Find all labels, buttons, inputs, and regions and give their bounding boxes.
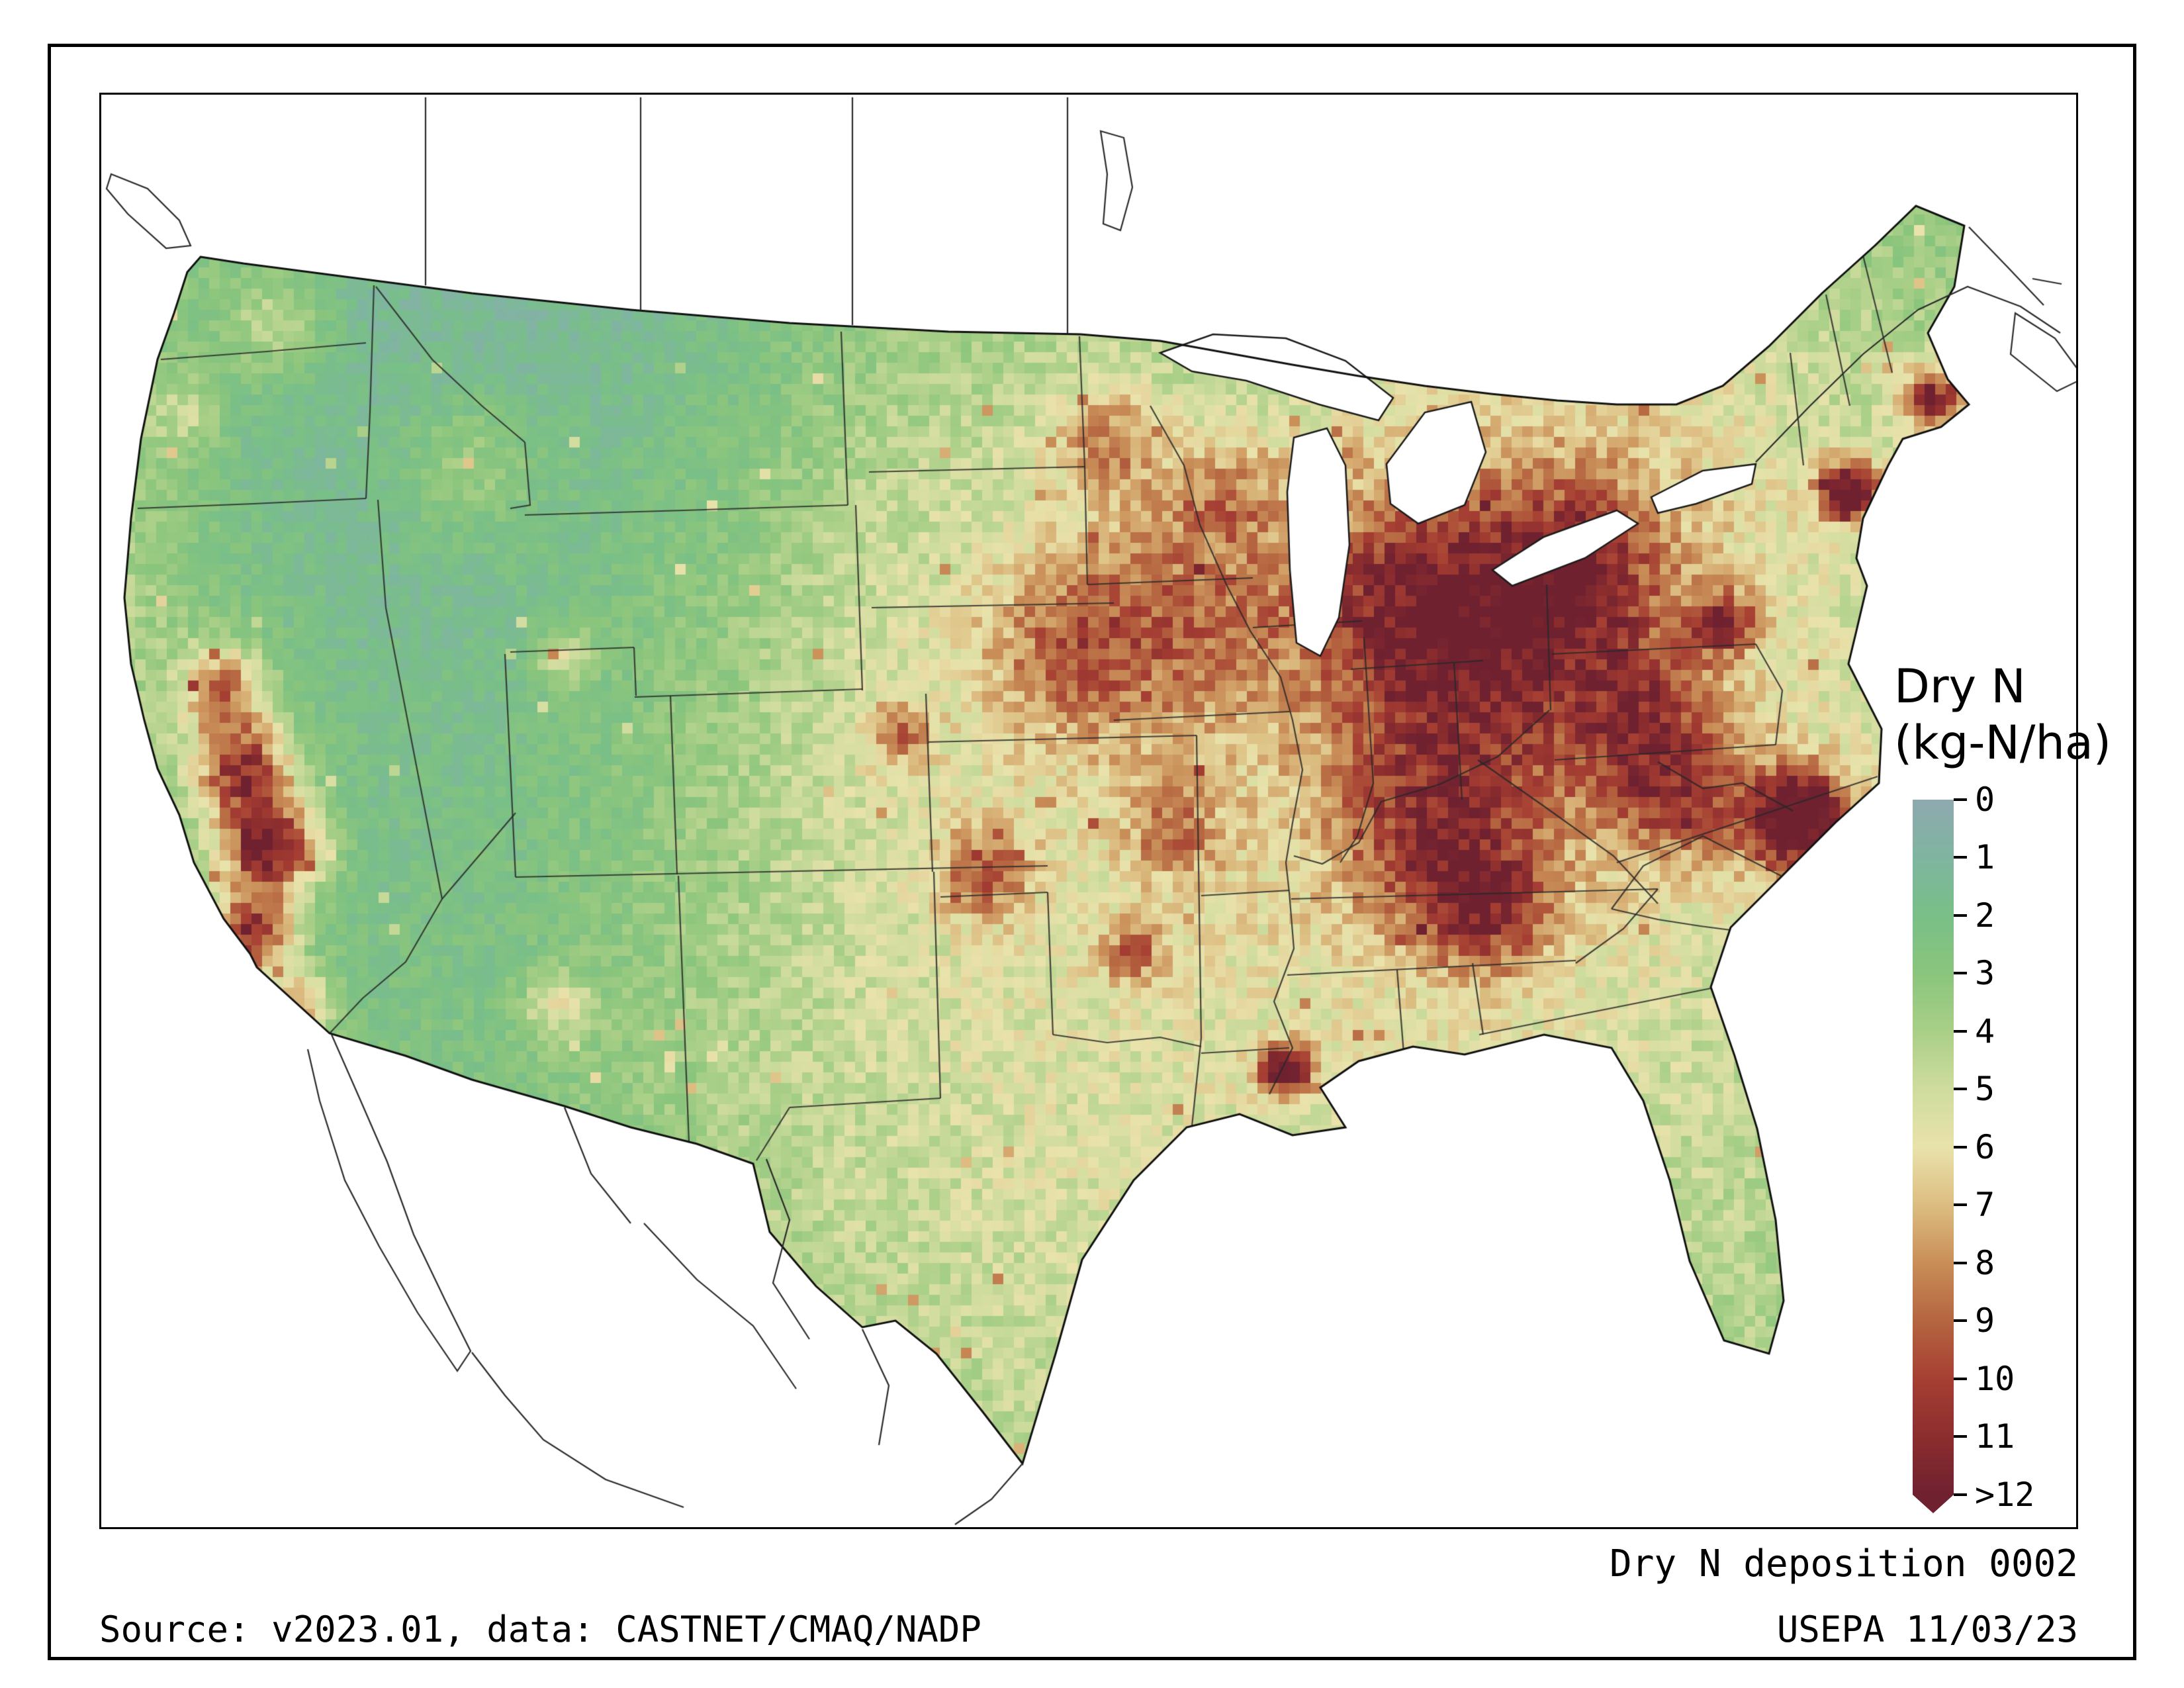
agency-text: USEPA 11/03/23 bbox=[1776, 1609, 2078, 1650]
colorbar-tick-mark bbox=[1954, 1435, 1967, 1438]
colorbar-extend-tip bbox=[1913, 1494, 1954, 1513]
map-region bbox=[99, 93, 2078, 1529]
map-canvas bbox=[101, 95, 2076, 1527]
colorbar-tick-mark bbox=[1954, 1261, 1967, 1264]
map-caption: Dry N deposition 0002 bbox=[1609, 1542, 2078, 1585]
colorbar-tick-mark bbox=[1954, 856, 1967, 859]
source-text: Source: v2023.01, data: CASTNET/CMAQ/NAD… bbox=[99, 1609, 981, 1650]
colorbar-tick-mark bbox=[1954, 1493, 1967, 1496]
colorbar-tick-mark bbox=[1954, 1029, 1967, 1033]
legend: Dry N (kg-N/ha) 0 1 2 3 4 5 6 7 8 9 10 11 >12 bbox=[1894, 659, 2113, 1548]
colorbar-tick-mark bbox=[1954, 1377, 1967, 1380]
colorbar-wrap: 0 1 2 3 4 5 6 7 8 9 10 11 >12 bbox=[1913, 783, 2113, 1548]
colorbar-tick-mark bbox=[1954, 1145, 1967, 1149]
colorbar-tick-mark bbox=[1954, 798, 1967, 801]
colorbar-tick-mark bbox=[1954, 1203, 1967, 1207]
legend-title-line2: (kg-N/ha) bbox=[1894, 716, 2112, 771]
colorbar-tick-mark bbox=[1954, 1319, 1967, 1323]
legend-title-line1: Dry N bbox=[1894, 659, 2026, 714]
colorbar-tick-mark bbox=[1954, 1088, 1967, 1091]
colorbar bbox=[1913, 799, 1954, 1495]
colorbar-tick-mark bbox=[1954, 914, 1967, 917]
colorbar-tick-mark bbox=[1954, 972, 1967, 975]
